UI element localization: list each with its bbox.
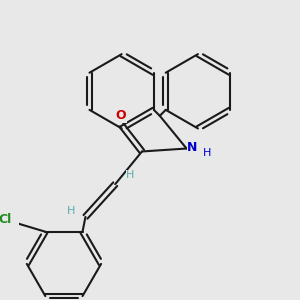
Text: N: N xyxy=(187,140,198,154)
Text: O: O xyxy=(116,109,127,122)
Text: H: H xyxy=(203,148,212,158)
Text: Cl: Cl xyxy=(0,213,12,226)
Text: H: H xyxy=(126,170,134,180)
Text: H: H xyxy=(66,206,75,216)
